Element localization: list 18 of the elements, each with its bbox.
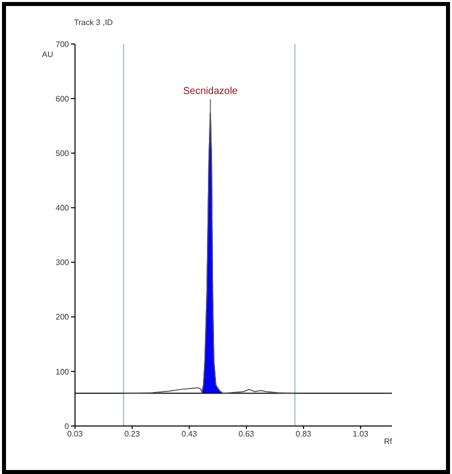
annotation: Secnidazole [183,86,238,98]
x-tick-label: 0.43 [181,430,198,439]
x-tick-label: 0.63 [238,430,255,439]
x-tick-label: 1.03 [352,430,369,439]
x-tick-label: 0.03 [67,430,84,439]
x-tick-label: 0.23 [124,430,140,439]
y-tick-label: 700 [56,40,70,49]
y-tick-label: 400 [56,204,70,213]
x-tick-label: 0.83 [296,430,312,439]
y-tick-label: 100 [56,367,70,376]
y-tick-label: 200 [56,312,70,322]
chart-title: Track 3 ,ID [74,18,113,27]
y-tick-label: 300 [56,258,70,268]
y-tick-label: 600 [56,94,70,104]
y-tick-label: 500 [56,148,70,158]
y-tick-label: 0 [64,422,70,431]
x-axis-title: Rf [384,437,392,446]
y-axis-title: AU [42,50,54,59]
